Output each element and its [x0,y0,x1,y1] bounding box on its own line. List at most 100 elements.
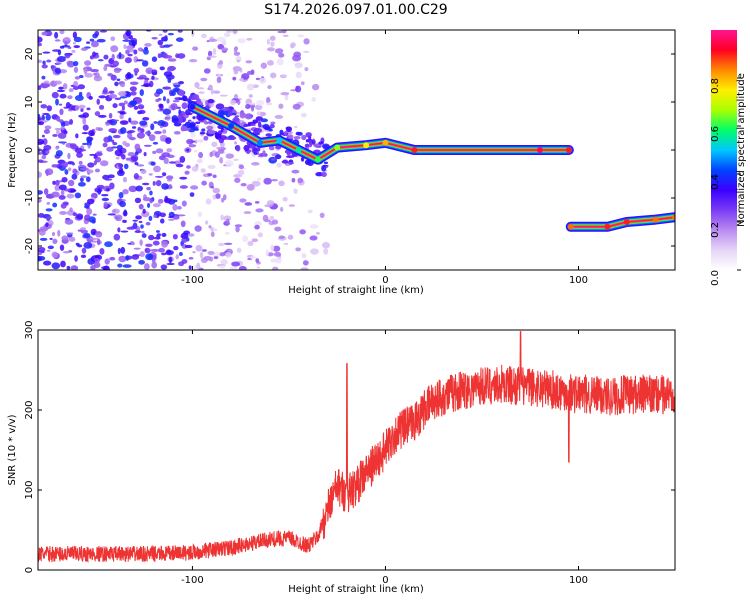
noise-blob [166,175,174,180]
noise-blob [41,155,47,160]
noise-blob [246,184,255,191]
noise-blob [38,159,44,163]
signal-track-point [276,137,283,144]
noise-blob [38,36,43,43]
noise-blob [52,133,58,137]
noise-blob [239,77,244,82]
noise-blob [194,225,202,232]
noise-blob [93,160,97,166]
noise-blob [81,47,88,51]
noise-blob [122,140,127,146]
noise-blob [266,102,273,106]
colorbar-tick-label: 0.8 [710,78,721,94]
y-tick-label: 0 [24,567,35,573]
noise-blob [52,202,58,208]
noise-blob [129,86,137,92]
noise-blob [90,240,98,243]
noise-blob [97,127,103,131]
noise-blob [196,87,205,90]
noise-blob [216,76,222,84]
noise-blob [152,203,161,208]
noise-blob [80,227,86,231]
noise-blob [103,65,108,72]
noise-blob [59,244,65,251]
noise-blob [203,255,212,261]
noise-blob [46,31,53,36]
noise-blob [114,149,123,157]
noise-blob [79,167,89,171]
noise-blob [173,122,182,127]
noise-blob [55,146,60,150]
noise-blob [166,98,170,104]
noise-blob [98,104,105,110]
noise-blob [83,241,93,249]
noise-blob [143,48,149,55]
noise-blob [104,241,113,248]
noise-blob [145,243,153,248]
noise-blob [211,141,218,148]
noise-blob [152,240,160,246]
noise-blob [69,207,73,213]
noise-blob [134,143,141,151]
noise-blob [281,160,289,164]
noise-blob [116,78,121,82]
noise-blob [263,177,272,185]
noise-blob [128,117,132,123]
noise-blob [113,233,121,241]
noise-blob [51,231,56,237]
noise-blob [222,106,230,112]
noise-blob [73,45,81,49]
noise-blob [51,164,59,168]
noise-blob [246,83,255,91]
noise-blob [270,41,275,47]
noise-blob [140,128,145,133]
noise-blob [287,234,294,240]
noise-blob [274,254,280,257]
noise-blob [257,232,263,238]
noise-blob [144,247,151,254]
signal-track-point [382,139,389,146]
noise-blob [272,245,281,252]
noise-blob [300,267,309,270]
noise-blob [65,101,71,109]
noise-blob [288,161,294,165]
noise-blob [166,262,175,266]
noise-blob [321,241,331,249]
noise-blob [41,31,49,36]
noise-blob [162,30,168,33]
noise-blob [130,91,137,96]
y-tick-label: -10 [24,190,35,206]
noise-blob [141,60,149,67]
noise-blob [220,259,228,265]
noise-blob [287,134,294,140]
noise-blob [38,212,45,218]
noise-blob [180,125,187,131]
noise-blob [60,203,67,209]
colorbar-tick-label: 0.4 [710,174,721,190]
noise-blob [57,132,67,139]
noise-blob [71,173,78,180]
noise-blob [67,179,75,187]
noise-blob [140,169,147,174]
noise-blob [254,224,260,230]
noise-blob [178,252,183,257]
noise-blob [41,64,48,69]
noise-blob [139,120,148,126]
noise-blob [168,218,175,221]
noise-blob [255,116,263,121]
noise-blob [217,149,225,154]
noise-blob [304,67,309,72]
noise-blob [90,40,99,48]
noise-blob [218,242,225,247]
noise-blob [269,123,275,129]
noise-blob [247,240,254,247]
noise-blob [127,130,136,133]
noise-blob [88,95,93,100]
signal-track-point [334,144,341,151]
noise-blob [38,171,42,178]
noise-blob [232,76,237,81]
noise-blob [219,252,225,257]
noise-blob [199,131,206,135]
noise-blob [164,195,169,203]
noise-blob [81,132,89,135]
